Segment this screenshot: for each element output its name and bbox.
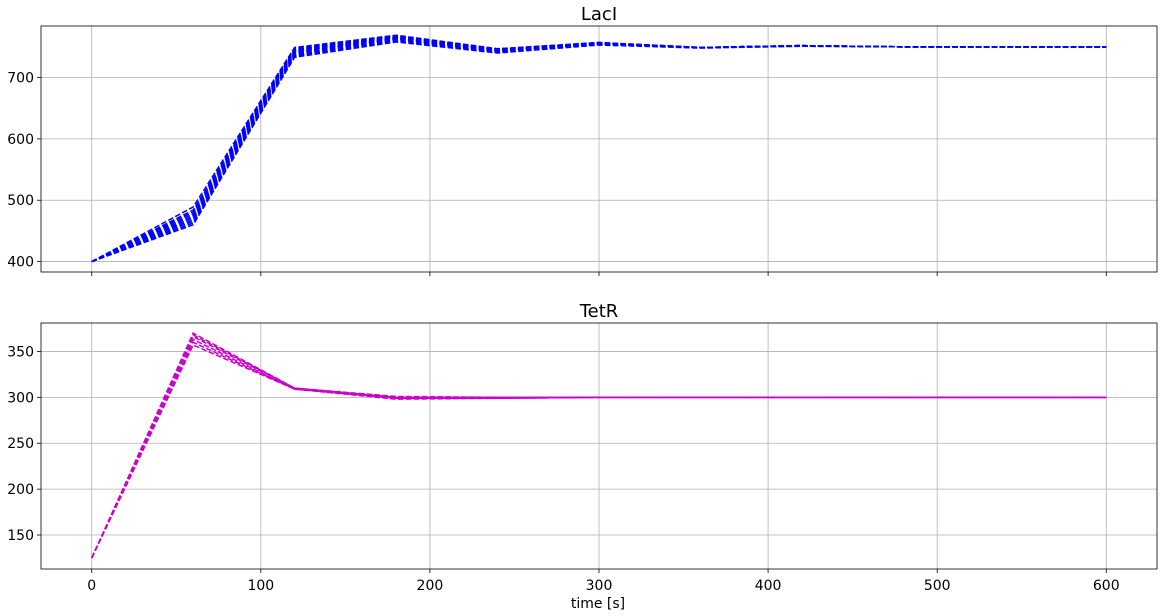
tetr-panel: 0 100 200 300 400 500 600 150 200 250 300 350 TetR [7,301,1158,594]
laci-chart-title: LacI [581,4,617,25]
tetr-y-tick-label: 350 [7,344,34,360]
tetr-x-tick-label: 0 [87,578,96,594]
tetr-y-tick-label: 250 [7,436,34,452]
tetr-series-group [91,332,1107,559]
tetr-y-tick-label: 150 [7,528,34,544]
laci-panel: 400 500 600 700 LacI [7,4,1158,276]
laci-y-tick-label: 600 [7,132,34,148]
tetr-series-line-2 [91,341,1107,559]
tetr-series-line-6 [91,332,1107,559]
tetr-x-tick-label: 300 [586,578,613,594]
tetr-y-tick-label: 300 [7,390,34,406]
tetr-x-tick-label: 600 [1093,578,1120,594]
x-axis-label: time [s] [571,596,625,612]
tetr-chart-title: TetR [579,301,619,322]
laci-series-group [91,34,1107,263]
laci-y-tick-label: 700 [7,71,34,87]
tetr-y-tick-label: 200 [7,482,34,498]
tetr-x-tick-label: 200 [417,578,444,594]
tetr-x-tick-label: 400 [755,578,782,594]
laci-series-line-10 [91,34,1107,263]
laci-y-tick-label: 400 [7,255,34,271]
tetr-x-tick-label: 100 [247,578,274,594]
tetr-x-tick-label: 500 [924,578,951,594]
laci-y-tick-label: 500 [7,193,34,209]
